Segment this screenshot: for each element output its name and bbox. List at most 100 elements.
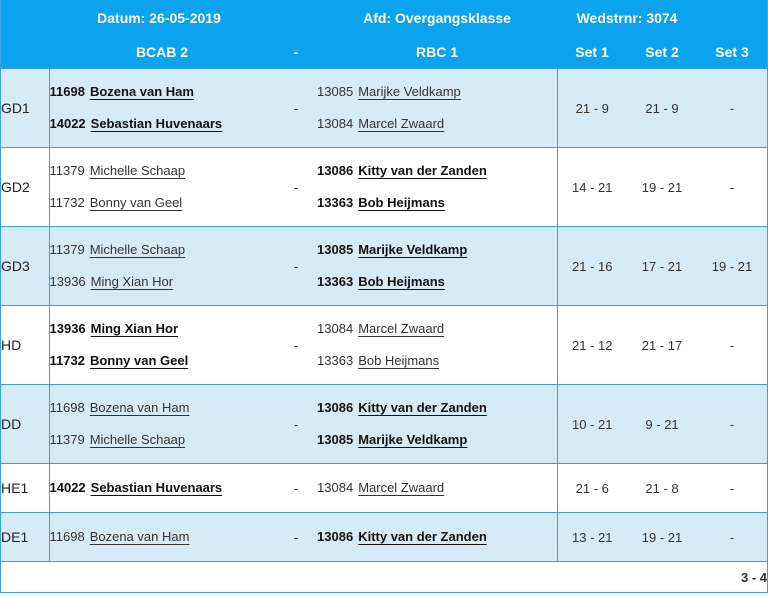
game-row: GD1 11698 Bozena van Ham 14022 Sebastian Huv… xyxy=(1,68,768,148)
set2-header: Set 2 xyxy=(627,36,698,69)
home-players: 11698 Bozena van Ham 14022 Sebastian Huvena… xyxy=(49,68,276,148)
player-number: 13936 xyxy=(49,321,86,336)
player-number: 13363 xyxy=(317,274,354,289)
game-code: GD2 xyxy=(1,147,50,227)
set3-score: - xyxy=(697,384,768,464)
versus-separator: - xyxy=(275,463,318,513)
player-entry: 11379 Michelle Schaap xyxy=(50,424,276,456)
set1-score: 14 - 21 xyxy=(556,147,628,227)
player-name-link[interactable]: Michelle Schaap xyxy=(89,163,186,178)
player-name-link[interactable]: Marijke Veldkamp xyxy=(358,432,468,447)
player-entry: 14022 Sebastian Huvenaars xyxy=(50,108,276,140)
player-entry: 13936 Ming Xian Hor xyxy=(50,313,276,345)
player-name-link[interactable]: Marijke Veldkamp xyxy=(358,84,461,99)
versus-separator: - xyxy=(275,384,318,464)
player-number: 13363 xyxy=(317,353,354,368)
player-entry: 11379 Michelle Schaap xyxy=(50,234,276,266)
game-row: HE1 14022 Sebastian Huvenaars -13084 Marcel … xyxy=(1,463,768,513)
game-row: GD2 11379 Michelle Schaap 11732 Bonny van Ge… xyxy=(1,147,768,227)
versus-separator: - xyxy=(275,226,318,306)
set3-score: 19 - 21 xyxy=(697,226,768,306)
set1-score: 13 - 21 xyxy=(556,512,628,562)
player-number: 13085 xyxy=(317,432,354,447)
home-players: 11379 Michelle Schaap 13936 Ming Xian Hor xyxy=(49,226,276,306)
header-row-columns: BCAB 2 - RBC 1 Set 1 Set 2 Set 3 xyxy=(1,36,768,69)
player-number: 13086 xyxy=(317,529,354,544)
away-players: 13085 Marijke Veldkamp 13363 Bob Heijmans xyxy=(317,226,558,306)
game-code: GD3 xyxy=(1,226,50,306)
player-number: 13936 xyxy=(49,274,86,289)
set1-score: 10 - 21 xyxy=(556,384,628,464)
player-name-link[interactable]: Bonny van Geel xyxy=(89,353,189,368)
player-name-link[interactable]: Marijke Veldkamp xyxy=(358,242,468,257)
home-players: 11698 Bozena van Ham xyxy=(49,512,275,562)
game-code: DD xyxy=(1,384,50,464)
total-score: 3 - 4 xyxy=(1,561,768,592)
player-name-link[interactable]: Bob Heijmans xyxy=(358,353,440,368)
player-entry: 13086 Kitty van der Zanden xyxy=(317,392,557,424)
away-players: 13086 Kitty van der Zanden 13363 Bob Heijma… xyxy=(317,147,558,227)
player-number: 11379 xyxy=(49,432,85,447)
player-entry: 13085 Marijke Veldkamp xyxy=(317,424,557,456)
player-entry: 13085 Marijke Veldkamp xyxy=(317,76,557,108)
player-number: 13085 xyxy=(317,84,354,99)
player-name-link[interactable]: Ming Xian Hor xyxy=(90,274,174,289)
player-name-link[interactable]: Kitty van der Zanden xyxy=(358,529,487,544)
home-players: 11698 Bozena van Ham 11379 Michelle Schaap xyxy=(49,384,276,464)
player-entry: 13936 Ming Xian Hor xyxy=(50,266,276,298)
player-name-link[interactable]: Marcel Zwaard xyxy=(358,321,445,336)
header-separator: - xyxy=(275,36,318,69)
player-name-link[interactable]: Bozena van Ham xyxy=(89,529,190,544)
player-name-link[interactable]: Sebastian Huvenaars xyxy=(90,480,223,495)
player-name-link[interactable]: Bozena van Ham xyxy=(89,84,194,99)
set3-score: - xyxy=(697,68,768,148)
player-entry: 11732 Bonny van Geel xyxy=(50,187,276,219)
player-number: 11379 xyxy=(49,242,85,257)
player-name-link[interactable]: Michelle Schaap xyxy=(89,432,186,447)
player-name-link[interactable]: Marcel Zwaard xyxy=(358,116,445,131)
player-name-link[interactable]: Bonny van Geel xyxy=(89,195,183,210)
set1-score: 21 - 12 xyxy=(556,305,628,385)
away-players: 13084 Marcel Zwaard 13363 Bob Heijmans xyxy=(317,305,558,385)
set3-score: - xyxy=(697,512,768,562)
player-name-link[interactable]: Michelle Schaap xyxy=(89,242,186,257)
player-name-link[interactable]: Kitty van der Zanden xyxy=(358,400,487,415)
player-name-link[interactable]: Ming Xian Hor xyxy=(90,321,179,336)
away-players: 13086 Kitty van der Zanden 13085 Marijke Ve… xyxy=(317,384,558,464)
versus-separator: - xyxy=(275,512,318,562)
game-code: GD1 xyxy=(1,68,50,148)
set1-score: 21 - 9 xyxy=(556,68,628,148)
set2-score: 21 - 9 xyxy=(627,68,698,148)
set1-header: Set 1 xyxy=(557,36,628,69)
set3-header: Set 3 xyxy=(697,36,768,69)
player-number: 11732 xyxy=(49,353,85,368)
away-players: 13084 Marcel Zwaard xyxy=(317,463,558,513)
player-entry: 13085 Marijke Veldkamp xyxy=(317,234,557,266)
set2-score: 19 - 21 xyxy=(627,512,698,562)
game-row: HD 13936 Ming Xian Hor 11732 Bonny van Geel -… xyxy=(1,305,768,385)
game-row: DD 11698 Bozena van Ham 11379 Michelle Schaa… xyxy=(1,384,768,464)
player-entry: 13363 Bob Heijmans xyxy=(317,187,557,219)
player-number: 13084 xyxy=(317,321,354,336)
player-number: 13084 xyxy=(317,116,354,131)
player-name-link[interactable]: Bozena van Ham xyxy=(89,400,190,415)
player-name-link[interactable]: Kitty van der Zanden xyxy=(358,163,487,178)
player-name-link[interactable]: Bob Heijmans xyxy=(358,195,445,210)
game-code: HE1 xyxy=(1,463,50,513)
player-entry: 11698 Bozena van Ham xyxy=(50,392,276,424)
player-entry: 14022 Sebastian Huvenaars xyxy=(50,472,276,504)
header-row-info: Datum: 26-05-2019 Afd: Overgangsklasse W… xyxy=(1,0,768,36)
player-number: 13086 xyxy=(317,163,354,178)
set2-score: 19 - 21 xyxy=(627,147,698,227)
player-number: 11379 xyxy=(49,163,85,178)
player-entry: 13084 Marcel Zwaard xyxy=(317,313,557,345)
set3-score: - xyxy=(697,305,768,385)
player-entry: 13084 Marcel Zwaard xyxy=(317,472,557,504)
player-entry: 11732 Bonny van Geel xyxy=(50,345,276,377)
game-code: HD xyxy=(1,305,50,385)
player-name-link[interactable]: Sebastian Huvenaars xyxy=(90,116,223,131)
player-name-link[interactable]: Marcel Zwaard xyxy=(358,480,445,495)
player-entry: 13086 Kitty van der Zanden xyxy=(317,521,557,553)
player-entry: 13363 Bob Heijmans xyxy=(317,266,557,298)
player-name-link[interactable]: Bob Heijmans xyxy=(358,274,445,289)
